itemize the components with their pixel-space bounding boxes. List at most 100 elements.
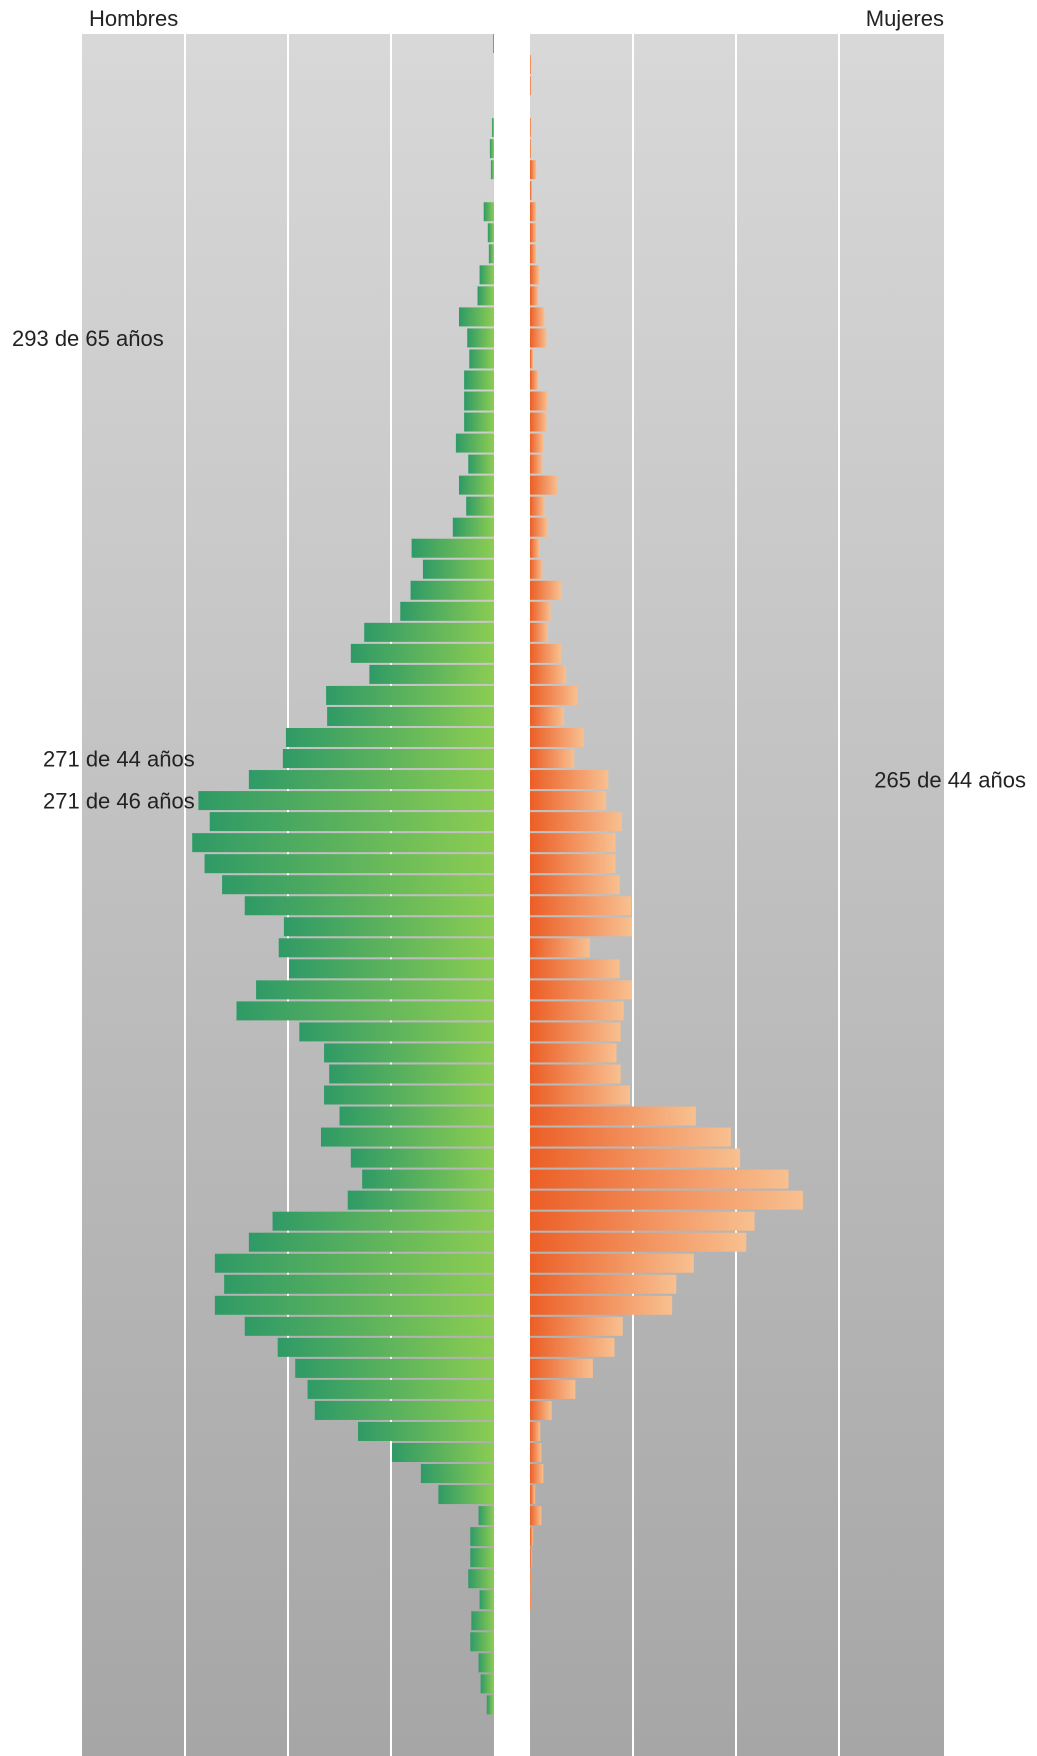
- bar-hombres-age-49: [369, 664, 494, 684]
- bar-mujeres-age-57: [530, 496, 545, 516]
- bar-hombres-age-45: [282, 749, 494, 769]
- bar-mujeres-age-62: [530, 391, 548, 411]
- bar-mujeres-age-40: [530, 854, 616, 874]
- bar-hombres-age-53: [410, 580, 494, 600]
- bar-mujeres-age-67: [530, 286, 539, 306]
- bar-mujeres-age-23: [530, 1211, 755, 1231]
- bar-mujeres-age-55: [530, 538, 540, 558]
- bar-hombres-age-35: [289, 959, 494, 979]
- bar-hombres-age-10: [438, 1485, 494, 1505]
- bar-mujeres-age-15: [530, 1379, 576, 1399]
- bar-hombres-age-17: [277, 1337, 494, 1357]
- bar-hombres-age-63: [464, 370, 494, 390]
- bar-mujeres-age-5: [530, 1590, 532, 1610]
- bar-hombres-age-22: [248, 1232, 494, 1252]
- bar-mujeres-age-6: [530, 1569, 532, 1589]
- bar-hombres-age-79: [492, 34, 494, 53]
- bar-mujeres-age-12: [530, 1443, 542, 1463]
- bar-hombres-age-75: [491, 118, 494, 138]
- bar-mujeres-age-39: [530, 875, 620, 895]
- bar-hombres-age-40: [204, 854, 494, 874]
- bar-mujeres-age-10: [530, 1485, 536, 1505]
- bar-mujeres-age-19: [530, 1295, 673, 1315]
- bar-hombres-age-4: [471, 1611, 494, 1631]
- bar-mujeres-age-22: [530, 1232, 747, 1252]
- bar-hombres-age-68: [479, 265, 494, 285]
- left-side-label: Hombres: [89, 6, 178, 31]
- bar-hombres-age-73: [490, 160, 494, 180]
- bar-mujeres-age-63: [530, 370, 539, 390]
- bar-mujeres-age-58: [530, 475, 558, 495]
- bar-mujeres-age-8: [530, 1527, 534, 1547]
- bar-mujeres-age-64: [530, 349, 534, 369]
- bar-hombres-age-51: [364, 622, 494, 642]
- bar-mujeres-age-11: [530, 1464, 544, 1484]
- bar-hombres-age-31: [324, 1043, 494, 1063]
- bar-mujeres-age-27: [530, 1127, 731, 1147]
- bar-mujeres-age-17: [530, 1337, 615, 1357]
- bar-hombres-age-66: [458, 307, 494, 327]
- bar-hombres-age-36: [278, 938, 494, 958]
- bar-mujeres-age-74: [530, 139, 532, 159]
- bar-hombres-age-20: [224, 1274, 494, 1294]
- bar-hombres-age-67: [477, 286, 494, 306]
- bar-mujeres-age-29: [530, 1085, 630, 1105]
- bar-mujeres-age-46: [530, 727, 584, 747]
- bar-mujeres-age-48: [530, 685, 578, 705]
- bar-hombres-age-65: [467, 328, 494, 348]
- bar-mujeres-age-59: [530, 454, 543, 474]
- bar-hombres-age-30: [329, 1064, 494, 1084]
- bar-hombres-age-57: [466, 496, 494, 516]
- gridlines: [184, 34, 840, 1756]
- bar-hombres-age-58: [458, 475, 494, 495]
- bar-mujeres-age-60: [530, 433, 544, 453]
- bar-hombres-age-15: [307, 1379, 494, 1399]
- bar-hombres-age-28: [339, 1106, 494, 1126]
- bar-mujeres-age-44: [530, 770, 609, 790]
- bar-hombres-age-37: [283, 917, 494, 937]
- right-side-label: Mujeres: [866, 6, 944, 31]
- bar-mujeres-age-30: [530, 1064, 621, 1084]
- bar-hombres-age-26: [350, 1148, 494, 1168]
- bar-hombres-age-5: [479, 1590, 494, 1610]
- bar-hombres-age-16: [295, 1358, 494, 1378]
- bar-mujeres-age-31: [530, 1043, 617, 1063]
- bar-mujeres-age-14: [530, 1400, 552, 1420]
- bar-hombres-age-25: [362, 1169, 494, 1189]
- bar-hombres-age-0: [486, 1695, 494, 1715]
- bar-mujeres-age-13: [530, 1421, 541, 1441]
- bar-hombres-age-47: [327, 706, 494, 726]
- bar-mujeres-age-45: [530, 749, 575, 769]
- bar-hombres-age-50: [350, 643, 494, 663]
- annotation-hombres-46: 271 de 46 años: [43, 789, 195, 814]
- bar-hombres-age-55: [411, 538, 494, 558]
- bar-hombres-age-61: [464, 412, 494, 432]
- bar-hombres-age-23: [272, 1211, 494, 1231]
- bar-hombres-age-34: [256, 980, 494, 1000]
- bar-mujeres-age-70: [530, 223, 537, 243]
- bar-mujeres-age-69: [530, 244, 537, 264]
- bar-hombres-age-70: [487, 223, 494, 243]
- bar-mujeres-age-56: [530, 517, 548, 537]
- bar-hombres-age-52: [400, 601, 494, 621]
- bar-hombres-age-32: [299, 1022, 494, 1042]
- bar-mujeres-age-61: [530, 412, 547, 432]
- bar-mujeres-age-26: [530, 1148, 741, 1168]
- annotation-mujeres-44: 265 de 44 años: [874, 768, 1026, 793]
- bar-hombres-age-33: [236, 1001, 494, 1021]
- bar-hombres-age-7: [470, 1548, 494, 1568]
- bar-mujeres-age-41: [530, 833, 616, 853]
- bar-mujeres-age-9: [530, 1506, 542, 1526]
- annotation-hombres-65: 293 de 65 años: [12, 326, 164, 351]
- bar-mujeres-age-37: [530, 917, 632, 937]
- bar-mujeres-age-71: [530, 202, 537, 222]
- bar-hombres-age-56: [452, 517, 494, 537]
- bar-mujeres-age-20: [530, 1274, 677, 1294]
- annotations: 293 de 65 años 271 de 44 años 271 de 46 añ…: [12, 326, 1026, 814]
- bar-hombres-age-69: [488, 244, 494, 264]
- bar-mujeres-age-38: [530, 896, 631, 916]
- bar-mujeres-age-24: [530, 1190, 803, 1210]
- bars-hombres: [192, 34, 494, 1715]
- bar-hombres-age-13: [358, 1421, 494, 1441]
